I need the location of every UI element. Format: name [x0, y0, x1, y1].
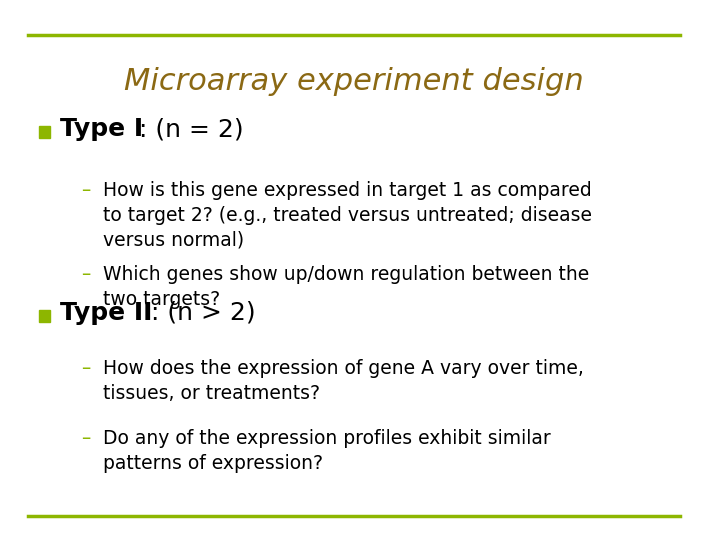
Text: –: – — [81, 265, 91, 284]
Text: Type I: Type I — [60, 117, 143, 141]
FancyBboxPatch shape — [39, 126, 50, 138]
Text: –: – — [81, 429, 91, 448]
Text: Microarray experiment design: Microarray experiment design — [124, 68, 584, 97]
Text: How does the expression of gene A vary over time,
tissues, or treatments?: How does the expression of gene A vary o… — [103, 359, 583, 403]
Text: –: – — [81, 359, 91, 378]
Text: : (n = 2): : (n = 2) — [140, 117, 244, 141]
Text: Which genes show up/down regulation between the
two targets?: Which genes show up/down regulation betw… — [103, 265, 589, 308]
Text: Type II: Type II — [60, 301, 153, 325]
FancyBboxPatch shape — [39, 310, 50, 322]
Text: How is this gene expressed in target 1 as compared
to target 2? (e.g., treated v: How is this gene expressed in target 1 a… — [103, 181, 592, 250]
Text: : (n > 2): : (n > 2) — [150, 301, 256, 325]
Text: Do any of the expression profiles exhibit similar
patterns of expression?: Do any of the expression profiles exhibi… — [103, 429, 550, 473]
Text: –: – — [81, 181, 91, 200]
